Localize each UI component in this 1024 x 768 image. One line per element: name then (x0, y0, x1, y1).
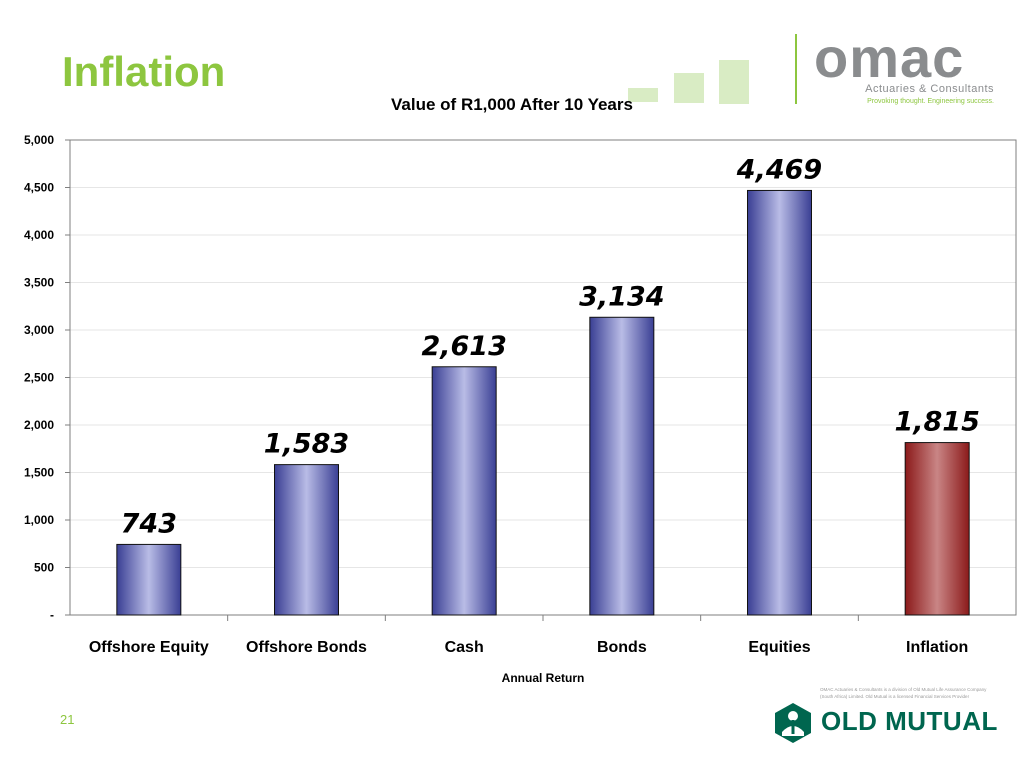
x-tick-label: Cash (445, 639, 484, 656)
data-label: 4,469 (736, 154, 822, 185)
omac-wordmark: omac (814, 26, 965, 89)
bar-bonds (589, 316, 655, 616)
page-number: 21 (60, 712, 75, 727)
y-tick-label: 5,000 (24, 133, 54, 147)
data-label: 3,134 (579, 281, 664, 312)
data-label: 1,583 (264, 429, 349, 460)
data-label: 2,613 (421, 331, 506, 362)
y-tick-label: 3,000 (24, 323, 54, 337)
y-tick-label: - (50, 608, 54, 622)
disclaimer-text: OMAC Actuaries & Consultants is a divisi… (820, 687, 987, 699)
x-tick-label: Equities (748, 639, 810, 656)
bar-cash (431, 366, 497, 616)
x-tick-label: Offshore Equity (89, 639, 209, 656)
y-tick-label: 2,000 (24, 418, 54, 432)
data-label: 743 (121, 508, 177, 539)
x-axis-title: Annual Return (502, 671, 585, 685)
omac-tagline: Actuaries & Consultants (865, 83, 994, 95)
omac-logo: omac Actuaries & Consultants Provoking t… (814, 28, 996, 112)
y-tick-label: 4,500 (24, 181, 54, 195)
bar-inflation (904, 442, 970, 616)
y-tick-label: 4,000 (24, 228, 54, 242)
bar-offshore-bonds (274, 464, 339, 616)
bar-equities (747, 189, 812, 616)
x-tick-label: Bonds (597, 639, 647, 656)
y-tick-label: 2,500 (24, 371, 54, 385)
omac-slogan: Provoking thought. Engineering success. (867, 98, 994, 105)
brand-divider (795, 34, 797, 104)
old-mutual-wordmark: OLD MUTUAL (821, 706, 998, 736)
old-mutual-shield-icon (775, 703, 811, 743)
chart-title: Value of R1,000 After 10 Years (391, 95, 633, 114)
y-tick-label: 1,500 (24, 466, 54, 480)
x-tick-label: Inflation (906, 639, 968, 656)
y-tick-label: 3,500 (24, 276, 54, 290)
y-tick-label: 500 (34, 561, 54, 575)
data-label: 1,815 (894, 407, 979, 438)
y-tick-label: 1,000 (24, 513, 54, 527)
bar-offshore-equity (116, 543, 182, 616)
x-tick-label: Offshore Bonds (246, 639, 367, 656)
slide-title: Inflation (62, 48, 226, 95)
decorative-squares (628, 58, 750, 106)
old-mutual-logo: OLD MUTUAL (773, 700, 1003, 748)
